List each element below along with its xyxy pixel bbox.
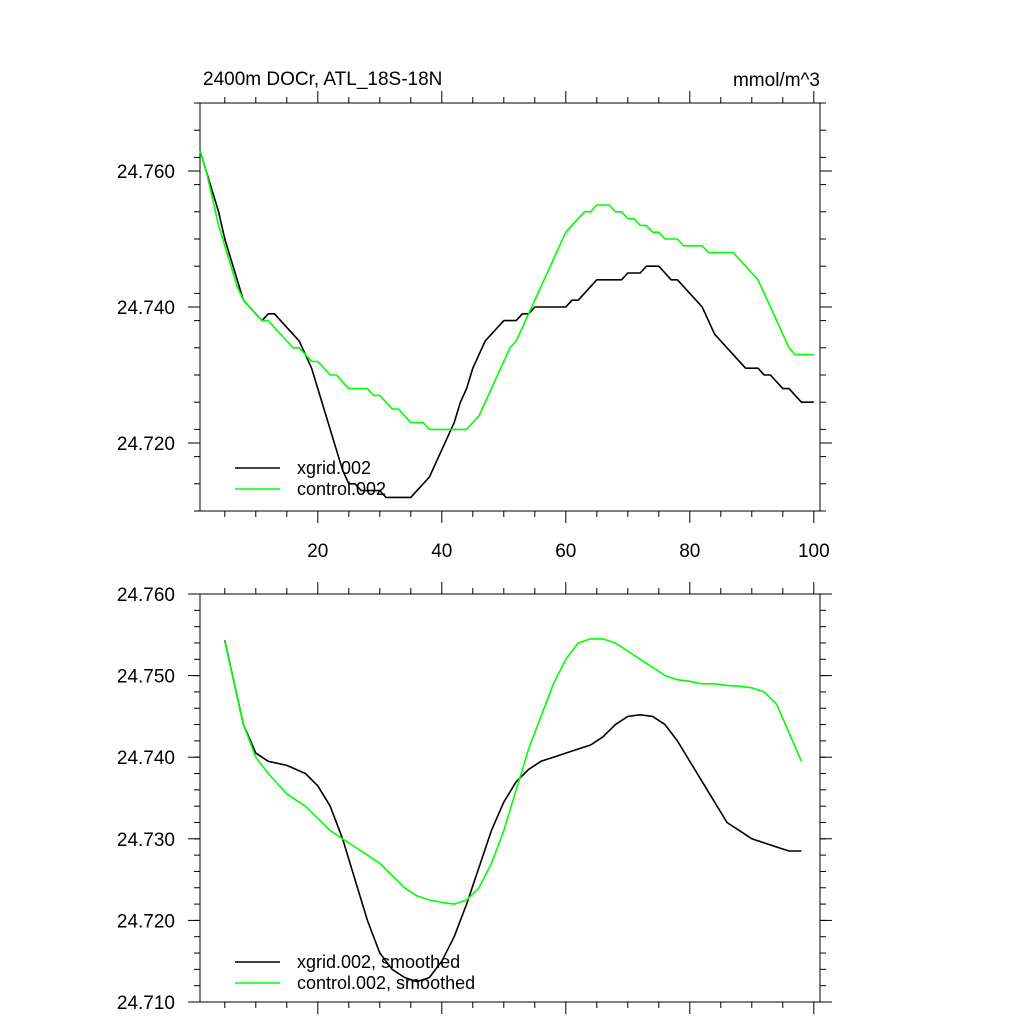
y-tick-label: 24.750	[117, 667, 175, 688]
bottom-plot: 24.710 24.720 24.730 24.740 24.750 24.760 xgr…	[117, 582, 832, 1014]
legend-label: control.002	[297, 479, 386, 499]
series-line-xgrid-002	[199, 150, 814, 499]
top-plot-ticks: 24.720 24.740 24.760 20 40 60 80 100	[117, 91, 832, 562]
y-tick-label: 24.730	[117, 830, 175, 851]
legend-label: control.002, smoothed	[297, 973, 475, 993]
y-tick-label: 24.710	[117, 993, 175, 1014]
y-tick-label: 24.740	[117, 748, 175, 769]
top-plot-title: 2400m DOCr, ATL_18S-18N	[203, 69, 442, 90]
y-tick-label: 24.760	[117, 162, 175, 183]
x-tick-label: 100	[798, 541, 830, 562]
top-plot-frame	[199, 102, 821, 512]
y-tick-label: 24.760	[117, 585, 175, 606]
x-tick-label: 40	[431, 541, 452, 562]
x-tick-label: 80	[679, 541, 700, 562]
series-line-control-002-smoothed	[224, 638, 803, 905]
y-tick-label: 24.720	[117, 434, 175, 455]
bottom-plot-lines	[224, 638, 803, 983]
x-tick-label: 20	[307, 541, 328, 562]
series-line-xgrid-002-smoothed	[224, 640, 802, 983]
top-plot: 2400m DOCr, ATL_18S-18N mmol/m^3 24.7202…	[117, 69, 832, 562]
top-plot-lines	[199, 150, 814, 499]
top-plot-units: mmol/m^3	[733, 70, 820, 91]
y-tick-label: 24.740	[117, 298, 175, 319]
x-tick-label: 60	[555, 541, 576, 562]
bottom-plot-frame	[199, 593, 821, 1003]
bottom-plot-ticks: 24.710 24.720 24.730 24.740 24.750 24.760	[117, 582, 832, 1014]
legend-label: xgrid.002, smoothed	[297, 952, 460, 972]
legend-label: xgrid.002	[297, 458, 371, 478]
series-line-control-002	[199, 150, 814, 431]
y-tick-label: 24.720	[117, 911, 175, 932]
